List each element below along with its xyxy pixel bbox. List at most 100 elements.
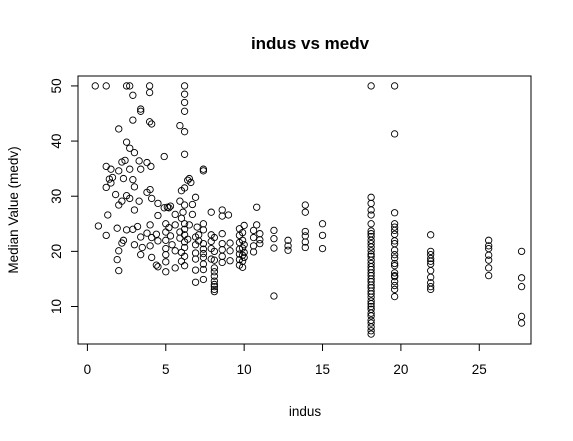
- data-point: [137, 107, 145, 115]
- data-point: [367, 206, 375, 214]
- data-point: [138, 243, 146, 252]
- data-point: [390, 292, 399, 301]
- data-point: [207, 208, 215, 216]
- data-point: [210, 247, 219, 256]
- data-point: [301, 238, 309, 246]
- data-point: [485, 236, 493, 244]
- data-point: [485, 256, 493, 264]
- data-point: [188, 210, 197, 219]
- x-axis: 0 5 10 15 20 25: [84, 343, 487, 377]
- data-point: [390, 209, 399, 217]
- data-point: [193, 223, 201, 231]
- data-point: [115, 267, 123, 275]
- data-point: [367, 327, 375, 335]
- data-point: [390, 226, 399, 235]
- plot-frame: [77, 75, 532, 345]
- data-point: [270, 226, 278, 235]
- data-point: [301, 232, 309, 240]
- data-point: [301, 208, 309, 216]
- data-point: [427, 247, 435, 256]
- data-point: [218, 239, 226, 248]
- data-point: [152, 261, 161, 269]
- data-point: [367, 193, 375, 201]
- data-point: [191, 255, 200, 263]
- data-point: [179, 208, 187, 216]
- data-point: [148, 233, 156, 242]
- data-point: [270, 244, 278, 252]
- data-point: [130, 149, 139, 157]
- data-point: [199, 220, 208, 228]
- data-point: [226, 247, 234, 255]
- data-point: [240, 221, 248, 230]
- data-point: [390, 82, 399, 90]
- data-point: [176, 121, 184, 130]
- x-tick-label: 15: [315, 362, 330, 377]
- data-point: [143, 158, 151, 167]
- data-point: [390, 285, 399, 294]
- data-point: [301, 201, 309, 209]
- data-point: [191, 249, 200, 257]
- data-point: [165, 223, 173, 232]
- data-point: [115, 167, 123, 175]
- data-point: [390, 246, 399, 254]
- x-axis-label: indus: [289, 404, 322, 419]
- data-point: [171, 264, 179, 272]
- data-point: [367, 227, 375, 235]
- data-point: [427, 257, 435, 265]
- y-tick-label: 50: [49, 78, 64, 93]
- data-point: [210, 285, 219, 294]
- data-point: [171, 247, 179, 255]
- data-points: [91, 82, 526, 338]
- data-point: [152, 230, 161, 238]
- data-point: [162, 244, 170, 253]
- data-point: [122, 226, 131, 234]
- data-point: [113, 255, 121, 264]
- data-point: [427, 273, 435, 281]
- data-point: [427, 231, 435, 239]
- data-point: [113, 224, 121, 232]
- data-point: [162, 258, 170, 266]
- data-point: [210, 268, 219, 276]
- data-point: [199, 253, 208, 262]
- data-point: [253, 221, 261, 229]
- data-point: [270, 292, 278, 300]
- x-tick-label: 5: [162, 362, 170, 377]
- data-point: [168, 241, 176, 249]
- data-point: [367, 290, 375, 298]
- data-point: [367, 323, 375, 331]
- data-point: [154, 237, 162, 245]
- data-point: [210, 277, 219, 285]
- data-point: [166, 232, 175, 240]
- data-point: [102, 231, 110, 240]
- data-point: [390, 251, 399, 259]
- data-point: [218, 258, 226, 267]
- data-point: [390, 273, 399, 281]
- data-point: [390, 259, 399, 268]
- data-point: [249, 233, 258, 242]
- data-point: [284, 242, 292, 250]
- data-point: [119, 174, 128, 183]
- data-point: [238, 236, 247, 244]
- data-point: [107, 165, 115, 173]
- data-point: [367, 297, 375, 305]
- data-point: [517, 274, 526, 282]
- data-point: [180, 128, 189, 136]
- data-point: [122, 82, 131, 90]
- data-point: [130, 183, 139, 191]
- data-point: [105, 175, 113, 183]
- data-point: [145, 118, 154, 126]
- data-point: [256, 239, 264, 248]
- x-tick-label: 10: [237, 362, 252, 377]
- data-point: [207, 255, 215, 263]
- data-point: [218, 230, 226, 238]
- data-point: [188, 200, 197, 209]
- data-point: [249, 248, 258, 256]
- data-point: [135, 197, 143, 205]
- data-point: [249, 226, 258, 235]
- data-point: [191, 193, 200, 201]
- data-point: [180, 90, 189, 98]
- data-point: [427, 267, 435, 275]
- data-point: [517, 283, 526, 291]
- data-point: [270, 235, 278, 243]
